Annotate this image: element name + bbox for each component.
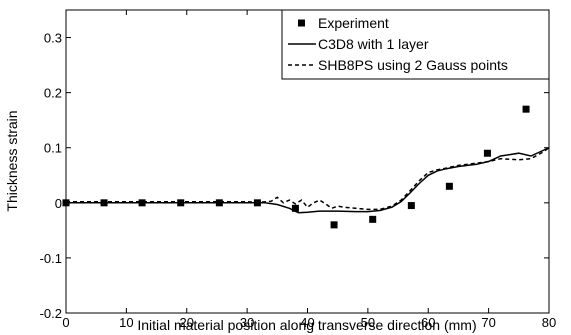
- experiment-marker: [445, 182, 453, 190]
- series-line-shb8ps: [66, 147, 550, 211]
- y-axis-label: Thickness strain: [4, 110, 20, 211]
- x-tick-label: 70: [481, 315, 495, 330]
- experiment-marker: [291, 204, 299, 212]
- x-tick-label: 10: [119, 315, 133, 330]
- legend-label: C3D8 with 1 layer: [318, 36, 429, 52]
- x-tick-label: 80: [542, 315, 556, 330]
- y-tick-label: 0: [55, 196, 62, 211]
- x-tick-label: 30: [240, 315, 254, 330]
- experiment-marker: [522, 105, 530, 113]
- legend-label: Experiment: [318, 15, 389, 31]
- legend-label: SHB8PS using 2 Gauss points: [318, 57, 508, 73]
- experiment-marker: [407, 202, 415, 210]
- x-tick-label: 0: [62, 315, 69, 330]
- legend: Experiment C3D8 with 1 layer SHB8PS using …: [281, 9, 550, 80]
- legend-marker: [298, 19, 305, 27]
- x-tick-label: 60: [421, 315, 435, 330]
- x-axis-label: Initial material position along transver…: [137, 317, 476, 333]
- y-tick-label: 0.1: [44, 141, 62, 156]
- legend-box: [281, 9, 550, 80]
- experiment-marker: [369, 215, 377, 223]
- y-tick-label: -0.2: [40, 306, 62, 321]
- y-tick-label: -0.1: [40, 251, 62, 266]
- experiment-marker: [330, 221, 338, 229]
- series-layer: [62, 105, 550, 229]
- y-tick-label: 0.3: [44, 31, 62, 46]
- x-tick-label: 20: [180, 315, 194, 330]
- experiment-marker: [483, 149, 491, 157]
- y-tick-label: 0.2: [44, 86, 62, 101]
- x-tick-label: 50: [361, 315, 375, 330]
- x-tick-label: 40: [300, 315, 314, 330]
